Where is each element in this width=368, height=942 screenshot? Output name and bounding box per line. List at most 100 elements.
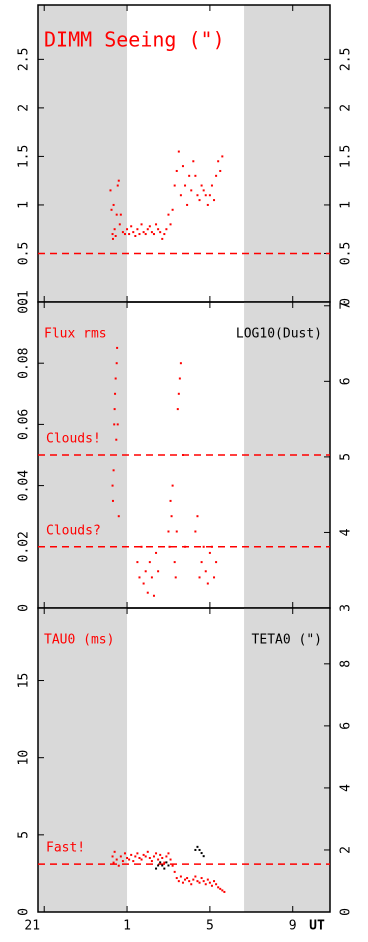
- y-tick-label: 0.06: [17, 409, 32, 440]
- data-point: [175, 530, 178, 533]
- y2-tick-label: 5: [339, 453, 354, 461]
- twilight-shade: [38, 608, 128, 912]
- data-point: [221, 155, 224, 158]
- data-point: [148, 856, 151, 859]
- data-point: [155, 867, 158, 870]
- y2-tick-label: 0: [339, 908, 354, 916]
- data-point: [150, 231, 153, 234]
- data-point: [126, 228, 129, 231]
- data-point: [184, 545, 187, 548]
- data-point: [111, 233, 114, 236]
- data-point: [138, 856, 141, 859]
- data-point: [140, 545, 143, 548]
- data-point: [111, 855, 114, 858]
- data-point: [179, 194, 182, 197]
- data-point: [213, 199, 216, 202]
- data-point: [132, 860, 135, 863]
- data-point: [121, 860, 124, 863]
- panel-title: DIMM Seeing ("): [44, 28, 225, 52]
- data-point: [163, 233, 166, 236]
- data-point: [168, 545, 171, 548]
- data-point: [115, 213, 118, 216]
- data-point: [186, 877, 189, 880]
- y2-label: TETA0 ("): [252, 633, 322, 648]
- data-point: [142, 853, 145, 856]
- y-tick-label: 1.5: [17, 145, 32, 168]
- data-point: [217, 160, 220, 163]
- data-point: [221, 889, 224, 892]
- data-point: [130, 853, 133, 856]
- data-point: [157, 228, 160, 231]
- data-point: [196, 880, 199, 883]
- data-point: [215, 883, 218, 886]
- data-point: [198, 576, 201, 579]
- data-point: [144, 855, 147, 858]
- data-point: [146, 591, 149, 594]
- data-point: [167, 530, 170, 533]
- data-point: [142, 582, 145, 585]
- data-point: [177, 150, 180, 153]
- data-point: [140, 223, 143, 226]
- data-point: [202, 545, 205, 548]
- data-point: [116, 184, 119, 187]
- data-point: [194, 174, 197, 177]
- data-point: [136, 228, 139, 231]
- data-point: [186, 203, 189, 206]
- data-point: [148, 561, 151, 564]
- data-point: [181, 165, 184, 168]
- data-point: [132, 231, 135, 234]
- data-point: [114, 235, 117, 237]
- data-point: [198, 199, 201, 202]
- data-point: [110, 208, 113, 211]
- data-point: [138, 576, 141, 579]
- panel-frame: [37, 607, 331, 913]
- data-point: [169, 858, 172, 861]
- data-point: [208, 551, 211, 554]
- data-point: [173, 561, 176, 564]
- x-axis-label: UT: [309, 919, 325, 934]
- y-tick-label: 5: [17, 831, 32, 839]
- data-point: [194, 875, 197, 878]
- data-point: [148, 225, 151, 228]
- data-point: [167, 852, 170, 855]
- data-point: [112, 469, 115, 472]
- y2-tick-label: 6: [339, 377, 354, 385]
- data-point: [204, 194, 207, 197]
- data-point: [184, 184, 187, 187]
- data-point: [210, 184, 213, 187]
- data-point: [159, 853, 162, 856]
- y-tick-label: 0: [17, 604, 32, 612]
- data-point: [113, 423, 116, 426]
- data-point: [202, 880, 205, 883]
- data-point: [171, 208, 174, 211]
- data-point: [206, 582, 209, 585]
- data-point: [194, 530, 197, 533]
- panel-title: Flux rms: [44, 327, 107, 342]
- data-point: [144, 570, 147, 573]
- data-point: [126, 856, 129, 859]
- data-point: [206, 203, 209, 206]
- data-point: [198, 848, 201, 851]
- data-point: [113, 850, 116, 853]
- data-point: [152, 233, 155, 236]
- threshold-label: Clouds!: [46, 432, 101, 447]
- data-point: [152, 855, 155, 858]
- twilight-shade: [244, 608, 330, 912]
- data-point: [144, 233, 147, 236]
- data-point: [167, 213, 170, 216]
- y-tick-label: 10: [17, 750, 32, 766]
- data-point: [111, 499, 114, 502]
- data-point: [128, 233, 131, 236]
- data-point: [150, 576, 153, 579]
- data-point: [155, 852, 158, 855]
- data-point: [167, 864, 170, 867]
- data-point: [204, 570, 207, 573]
- data-point: [184, 878, 187, 881]
- y-tick-label: 2.5: [17, 48, 32, 71]
- data-point: [163, 867, 166, 870]
- y2-tick-label: 0.5: [339, 242, 354, 265]
- data-point: [114, 377, 117, 380]
- data-point: [210, 884, 213, 887]
- y-tick-label: 0.02: [17, 531, 32, 562]
